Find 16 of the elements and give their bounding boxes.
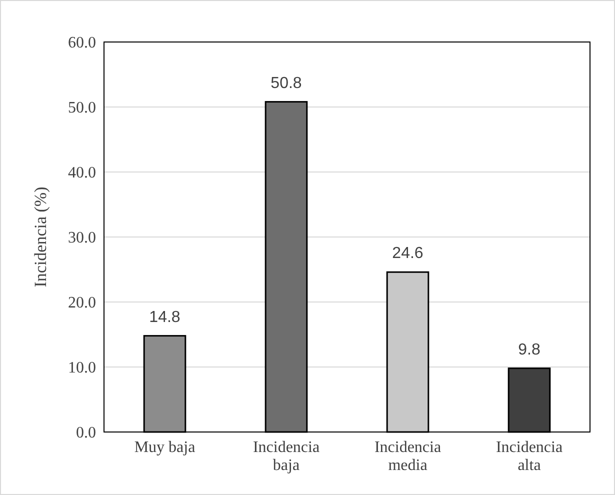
data-label: 50.8 xyxy=(270,74,302,92)
y-tick-label: 10.0 xyxy=(68,360,96,377)
x-tick-label: Muy baja xyxy=(134,439,196,456)
data-label: 9.8 xyxy=(518,341,540,358)
y-tick-label: 0.0 xyxy=(76,424,96,442)
x-tick-label: Incidencia baja xyxy=(252,439,320,474)
x-tick-label: Incidencia alta xyxy=(496,439,563,474)
y-tick-label: 20.0 xyxy=(68,294,96,312)
y-tick-label: 30.0 xyxy=(68,230,96,247)
y-tick-label: 60.0 xyxy=(68,34,96,52)
x-tick-label: Incidencia media xyxy=(374,439,442,474)
y-axis-title: Incidencia (%) xyxy=(31,186,50,288)
data-label: 24.6 xyxy=(392,245,424,262)
y-tick-label: 50.0 xyxy=(68,100,96,117)
data-label: 14.8 xyxy=(149,308,180,326)
y-tick-label: 40.0 xyxy=(68,164,96,182)
